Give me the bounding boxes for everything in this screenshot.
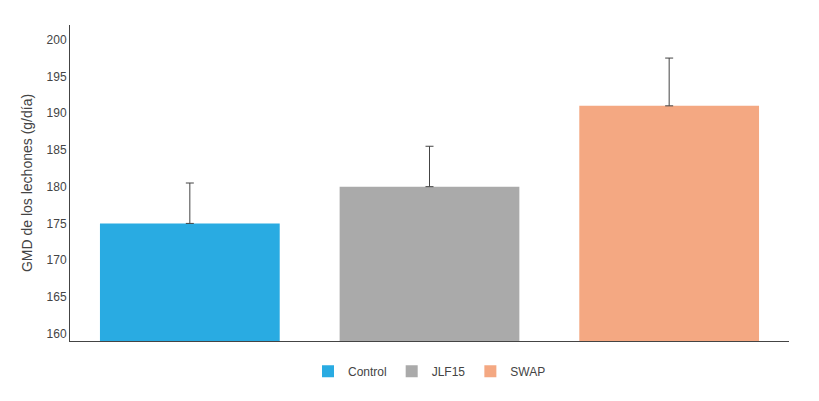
svg-text:170: 170 [47, 253, 67, 267]
svg-text:Control: Control [348, 365, 387, 379]
svg-text:200: 200 [47, 33, 67, 47]
svg-text:SWAP: SWAP [510, 365, 545, 379]
svg-text:185: 185 [47, 143, 67, 157]
svg-text:JLF15: JLF15 [432, 365, 466, 379]
svg-text:160: 160 [47, 327, 67, 341]
svg-text:195: 195 [47, 70, 67, 84]
svg-text:GMD de los lechones (g/día): GMD de los lechones (g/día) [19, 94, 35, 272]
svg-text:175: 175 [47, 217, 67, 231]
svg-text:190: 190 [47, 106, 67, 120]
svg-text:180: 180 [47, 180, 67, 194]
svg-text:165: 165 [47, 290, 67, 304]
